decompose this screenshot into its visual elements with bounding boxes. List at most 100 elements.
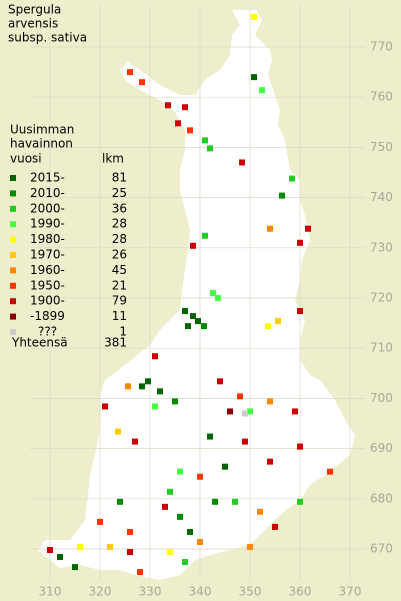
legend-label: 2015- bbox=[30, 171, 65, 185]
observation bbox=[272, 523, 278, 530]
observation bbox=[257, 508, 263, 515]
x-tick-label: 340 bbox=[189, 585, 212, 599]
legend-label: 1950- bbox=[30, 278, 65, 292]
legend-count: 25 bbox=[112, 186, 127, 200]
observation bbox=[197, 538, 203, 545]
observation bbox=[97, 518, 103, 525]
observation bbox=[201, 323, 207, 330]
observation bbox=[175, 120, 181, 127]
observation bbox=[297, 498, 303, 505]
observation bbox=[267, 398, 273, 405]
legend-count: 21 bbox=[112, 278, 127, 292]
observation bbox=[77, 543, 83, 550]
legend-heading: Uusimman bbox=[10, 123, 74, 137]
observation bbox=[210, 289, 216, 296]
legend-label: 2010- bbox=[30, 186, 65, 200]
observation bbox=[297, 443, 303, 450]
observation bbox=[327, 468, 333, 475]
observation bbox=[132, 438, 138, 445]
observation bbox=[242, 438, 248, 445]
legend-swatch bbox=[10, 175, 16, 181]
legend-label: 1990- bbox=[30, 217, 65, 231]
observation bbox=[172, 398, 178, 405]
y-tick-label: 670 bbox=[370, 542, 393, 556]
observation bbox=[57, 554, 63, 561]
observation bbox=[212, 498, 218, 505]
observation bbox=[187, 127, 193, 134]
legend-count: 28 bbox=[112, 232, 127, 246]
observation bbox=[139, 79, 145, 86]
y-tick-label: 740 bbox=[370, 190, 393, 204]
observation bbox=[182, 104, 188, 111]
observation bbox=[117, 498, 123, 505]
observation bbox=[237, 393, 243, 400]
legend-label: 2000- bbox=[30, 201, 65, 215]
finland-outline bbox=[38, 10, 355, 580]
observation bbox=[152, 403, 158, 410]
observation bbox=[251, 74, 257, 81]
observation bbox=[127, 528, 133, 535]
y-tick-label: 690 bbox=[370, 441, 393, 455]
observation bbox=[247, 408, 253, 415]
observation bbox=[297, 239, 303, 246]
x-tick-label: 320 bbox=[89, 585, 112, 599]
observation bbox=[125, 383, 131, 390]
observation bbox=[305, 225, 311, 232]
y-tick-label: 680 bbox=[370, 491, 393, 505]
observation bbox=[232, 498, 238, 505]
observation bbox=[239, 159, 245, 166]
legend-swatch bbox=[10, 190, 16, 197]
observation bbox=[167, 549, 173, 556]
observation bbox=[292, 408, 298, 415]
legend-label: -1899 bbox=[30, 309, 65, 323]
observation bbox=[275, 318, 281, 325]
observation bbox=[152, 353, 158, 360]
legend-swatch bbox=[10, 236, 16, 243]
legend-col: lkm bbox=[102, 152, 124, 166]
total-label: Yhteensä bbox=[11, 336, 68, 350]
y-tick-label: 730 bbox=[370, 240, 393, 254]
observation bbox=[177, 513, 183, 520]
observation bbox=[115, 428, 121, 435]
observation bbox=[157, 388, 163, 395]
legend-count: 36 bbox=[112, 201, 127, 215]
legend-col: vuosi bbox=[10, 152, 42, 166]
legend-label: 1970- bbox=[30, 248, 65, 262]
observation bbox=[47, 547, 53, 554]
x-tick-label: 370 bbox=[339, 585, 362, 599]
legend-label: ??? bbox=[38, 325, 57, 339]
observation bbox=[227, 408, 233, 415]
x-tick-label: 360 bbox=[289, 585, 312, 599]
observation bbox=[127, 69, 133, 76]
observation bbox=[215, 295, 221, 301]
observation bbox=[202, 137, 208, 144]
observation bbox=[247, 543, 253, 550]
x-tick-label: 350 bbox=[239, 585, 262, 599]
y-tick-label: 700 bbox=[370, 391, 393, 405]
observation bbox=[202, 232, 208, 239]
y-tick-label: 770 bbox=[370, 40, 393, 54]
legend-swatch bbox=[10, 252, 16, 258]
observation bbox=[162, 503, 168, 510]
legend-swatch bbox=[10, 329, 16, 335]
y-tick-label: 710 bbox=[370, 341, 393, 355]
legend-count: 28 bbox=[112, 217, 127, 231]
observation bbox=[187, 528, 193, 535]
observation bbox=[217, 378, 223, 385]
x-tick-label: 310 bbox=[39, 585, 62, 599]
y-tick-label: 720 bbox=[370, 291, 393, 305]
legend-swatch bbox=[10, 267, 16, 274]
observation bbox=[185, 323, 191, 330]
observation bbox=[222, 463, 228, 470]
legend-swatch bbox=[10, 221, 16, 228]
legend-swatch bbox=[10, 313, 16, 320]
observation bbox=[165, 102, 171, 109]
legend-count: 79 bbox=[112, 294, 127, 308]
legend-count: 26 bbox=[112, 248, 127, 262]
observation bbox=[207, 145, 213, 152]
y-tick-label: 750 bbox=[370, 140, 393, 154]
legend-label: 1980- bbox=[30, 232, 65, 246]
observation bbox=[190, 242, 196, 249]
observation bbox=[267, 225, 273, 232]
